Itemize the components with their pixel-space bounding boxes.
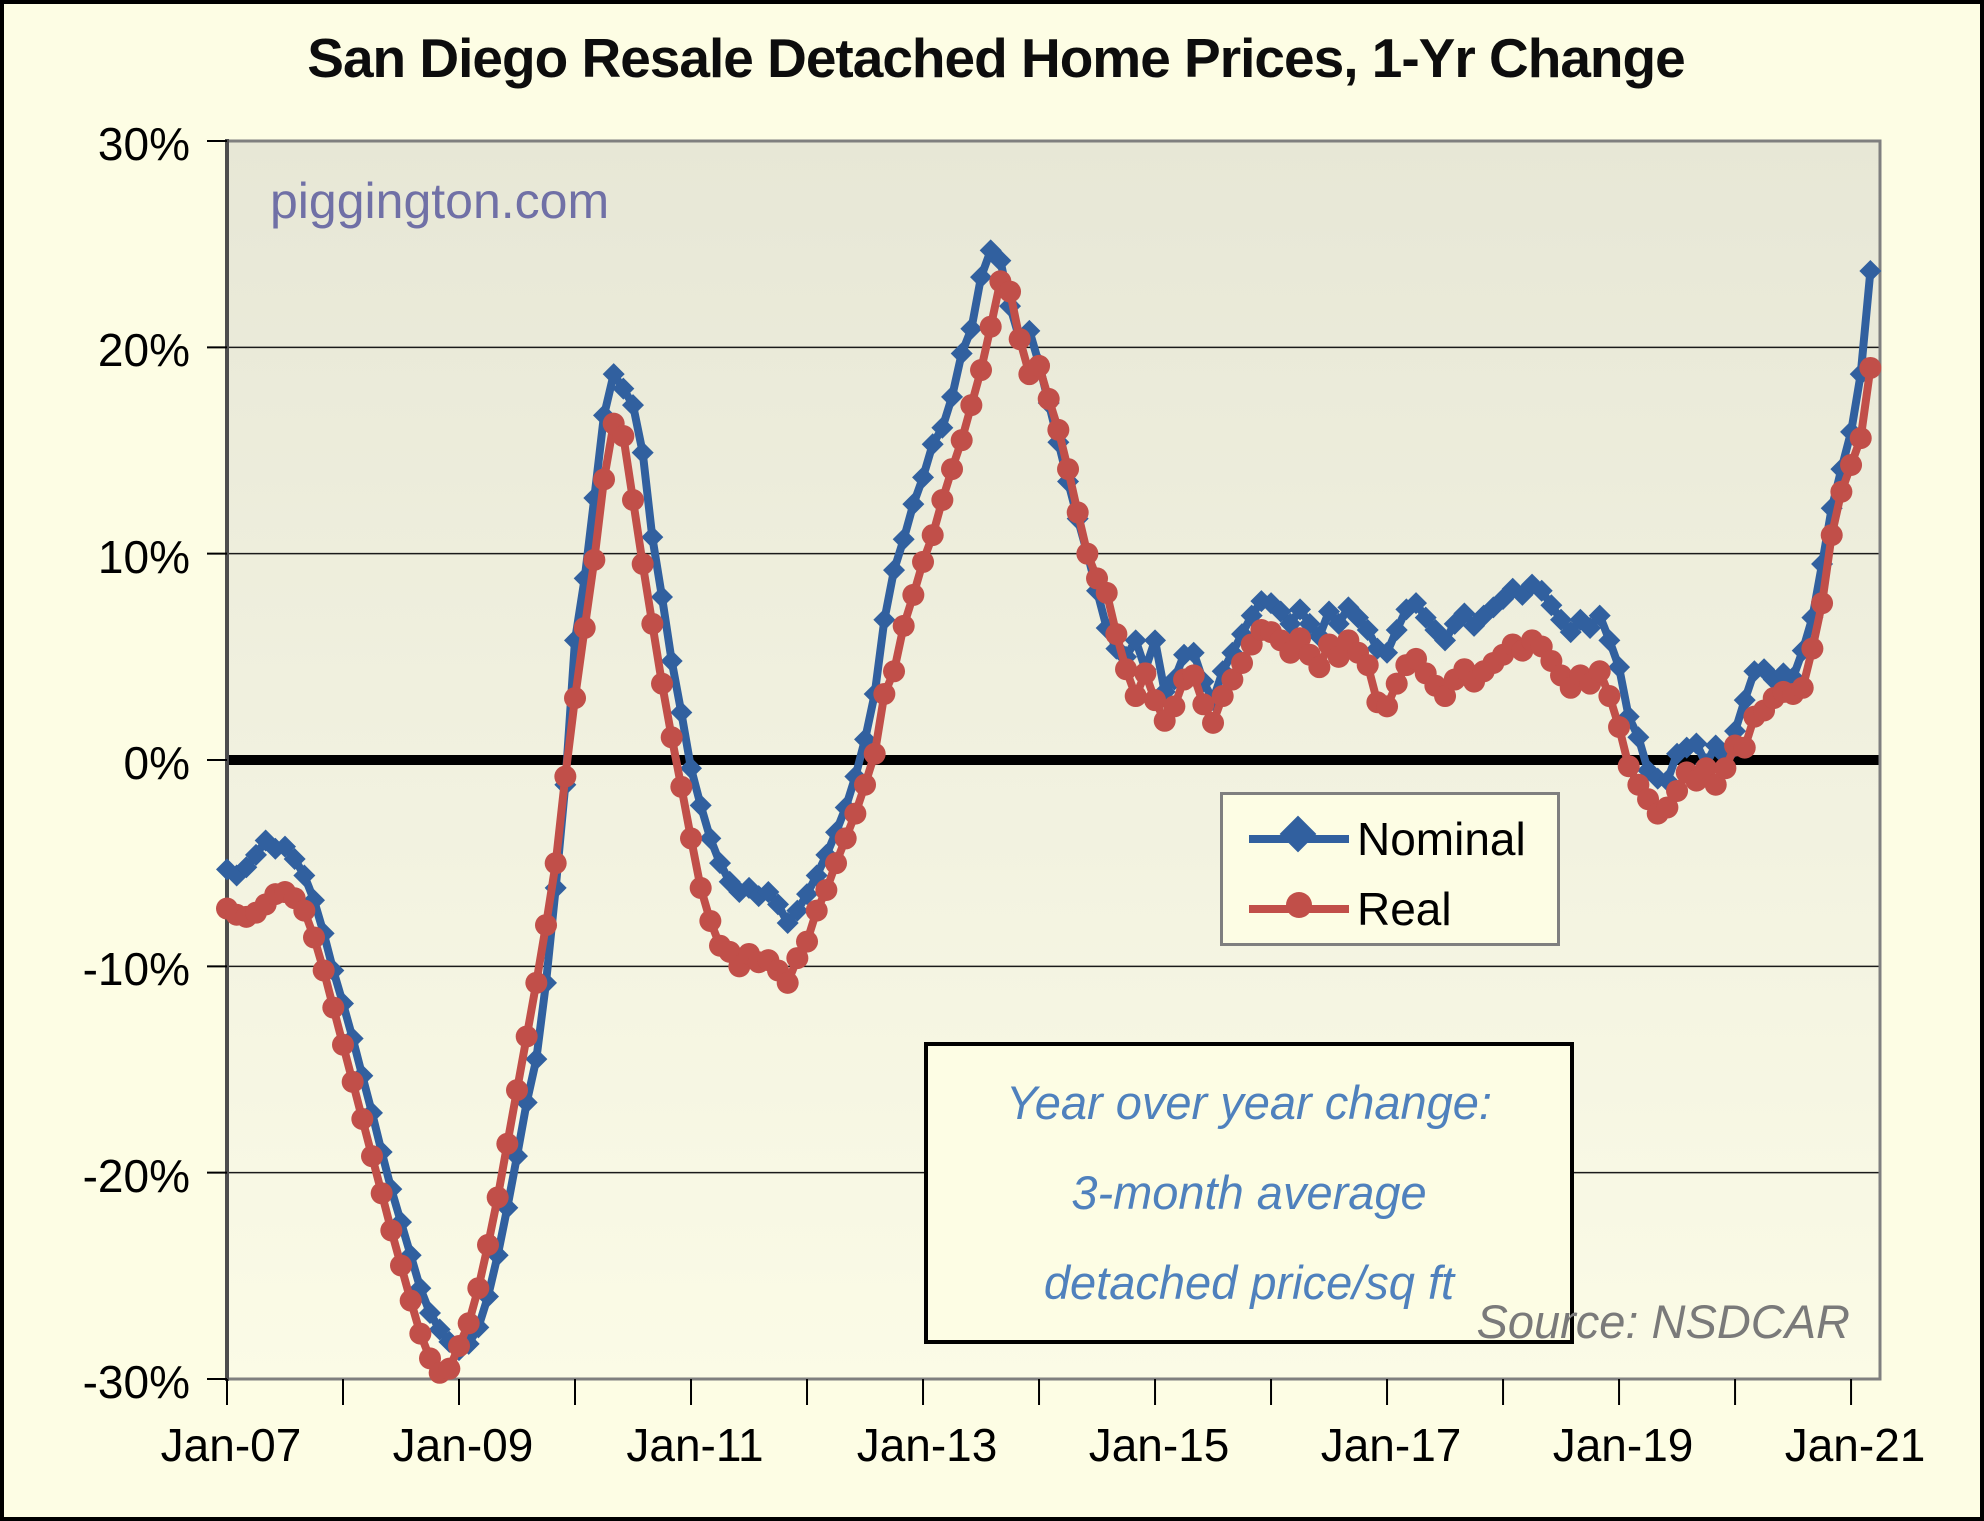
y-axis-label: -20% [82, 1149, 190, 1202]
annotation-line-2: 3-month average [1071, 1166, 1427, 1219]
series-markers-real [216, 270, 1882, 1384]
annotation-line-1: Year over year change: [1006, 1076, 1492, 1129]
y-axis-label: -10% [82, 943, 190, 996]
x-axis-label: Jan-07 [160, 1419, 302, 1471]
chart-title: San Diego Resale Detached Home Prices, 1… [307, 27, 1685, 89]
y-axis-label: 10% [97, 530, 190, 583]
legend-item-real: Real [1223, 879, 1557, 939]
real-circle-icon [1286, 892, 1312, 918]
x-axis-label: Jan-19 [1552, 1419, 1694, 1471]
x-axis-label: Jan-11 [626, 1419, 764, 1471]
legend-label-nominal: Nominal [1357, 813, 1526, 865]
legend-label-real: Real [1357, 883, 1452, 935]
y-axis-label: -30% [82, 1356, 190, 1408]
legend-item-nominal: Nominal [1223, 809, 1557, 869]
annotation-box: Year over year change: 3-month average d… [924, 1042, 1574, 1344]
x-axis-label: Jan-09 [392, 1419, 534, 1471]
x-axis-label: Jan-13 [856, 1419, 998, 1471]
y-axis-label: 20% [97, 324, 190, 377]
x-axis-label: Jan-21 [1784, 1419, 1926, 1471]
watermark-piggington: piggington.com [270, 173, 610, 229]
y-axis-label: 0% [123, 737, 190, 789]
annotation-line-3: detached price/sq ft [1043, 1256, 1455, 1309]
nominal-diamond-icon [1279, 815, 1317, 853]
x-axis-label: Jan-17 [1320, 1419, 1462, 1471]
y-axis-label: 30% [97, 118, 190, 170]
source-note: Source: NSDCAR [1476, 1295, 1851, 1348]
x-axis-label: Jan-15 [1088, 1419, 1230, 1471]
legend-box: Nominal Real [1220, 792, 1560, 946]
